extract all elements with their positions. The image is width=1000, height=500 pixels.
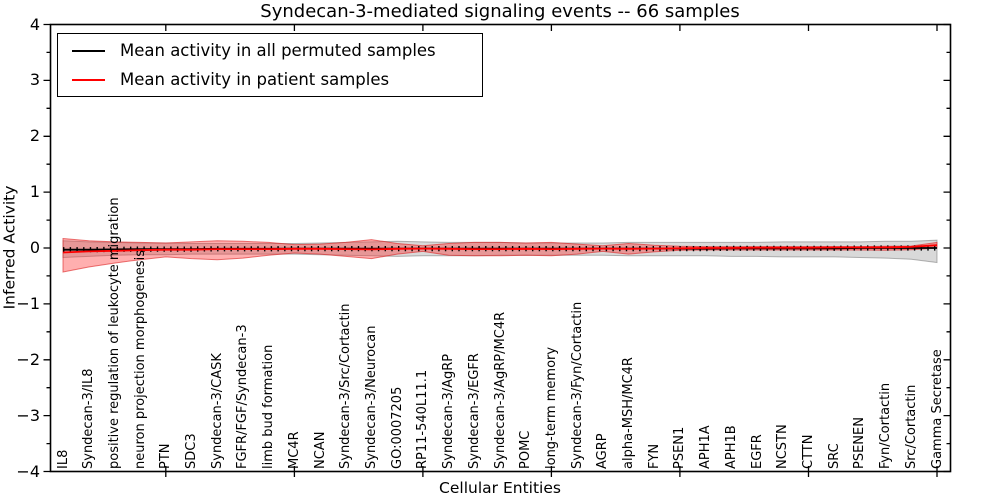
x-tick-label: PSEN1 [672,426,688,469]
y-tick-label: −3 [16,405,40,425]
x-tick-label: APH1A [698,425,714,469]
legend-label-permuted: Mean activity in all permuted samples [120,40,436,60]
y-tick-label: 3 [29,70,40,90]
x-tick-label: PTN [158,443,174,469]
x-tick-label: Syndecan-3/AgRP/MC4R [492,311,508,469]
permuted-range-band [62,239,938,264]
x-tick-label: PSENEN [852,417,868,469]
x-tick-label: IL8 [55,449,71,469]
x-tick-label: Syndecan-3/Fyn/Cortactin [569,301,585,469]
x-tick-label: APH1B [723,425,739,469]
x-tick-label: Syndecan-3/IL8 [81,368,97,469]
x-tick-label: GO:0007205 [389,386,405,469]
legend: Mean activity in all permuted samples Me… [57,33,483,97]
legend-item-permuted: Mean activity in all permuted samples [58,37,482,65]
x-tick-label: positive regulation of leukocyte migrati… [106,197,122,469]
y-tick-label: −2 [16,349,40,369]
black-line-swatch [72,49,105,52]
x-tick-label: SRC [826,443,842,469]
y-tick-label: −4 [16,461,40,481]
x-tick-label: long-term memory [543,346,559,469]
x-tick-label: CTTN [800,434,816,469]
x-tick-label: Syndecan-3/Src/Cortactin [338,303,354,469]
x-tick-label: NCAN [312,431,328,469]
x-tick-label: Src/Cortactin [903,384,919,469]
x-tick-label: limb bud formation [261,344,277,469]
x-tick-label: Syndecan-3/AgRP [441,353,457,469]
x-tick-label: Syndecan-3/EGFR [466,353,482,469]
x-tick-label: Syndecan-3/Neurocan [363,325,379,469]
chart-title: Syndecan-3-mediated signaling events -- … [260,1,740,22]
x-tick-label: NCSTN [775,424,791,469]
red-line-swatch [72,78,105,81]
x-tick-label: SDC3 [184,433,200,469]
x-tick-label: FGFR/FGF/Syndecan-3 [235,324,251,469]
x-tick-label: FYN [646,443,662,469]
x-tick-label: alpha-MSH/MC4R [621,357,637,469]
legend-label-patient: Mean activity in patient samples [120,69,390,89]
x-tick-label: Fyn/Cortactin [878,382,894,469]
y-tick-label: 0 [29,238,40,257]
x-tick-label: AGRP [595,433,611,469]
x-tick-label: POMC [518,430,534,469]
patient-mean-line [62,244,938,254]
x-tick-label: EGFR [749,434,765,469]
y-tick-label: 4 [29,14,40,34]
x-tick-label: Syndecan-3/CASK [209,353,225,469]
x-axis-label: Cellular Entities [439,479,561,497]
y-tick-label: 2 [29,126,40,146]
legend-item-patient: Mean activity in patient samples [58,66,482,94]
x-tick-label: MC4R [286,431,302,469]
x-tick-label: neuron projection morphogenesis [132,250,148,469]
x-tick-label: Gamma Secretase [929,349,945,469]
y-tick-label: 1 [29,182,40,202]
axes-frame [49,23,952,473]
x-tick-label: RP11-540L11.1 [415,369,431,469]
y-tick-label: −1 [16,293,40,313]
